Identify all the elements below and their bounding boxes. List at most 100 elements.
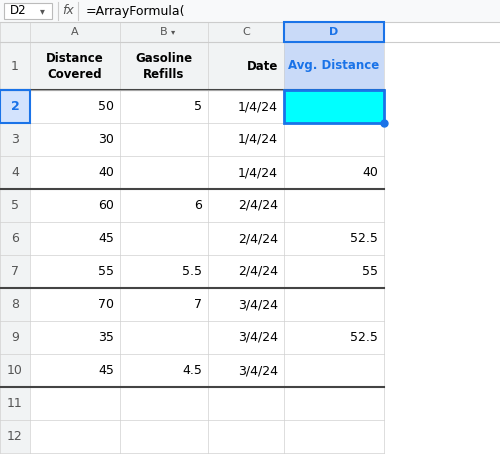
Text: 40: 40 [98, 166, 114, 179]
Bar [0, 22, 30, 42]
Bar [284, 123, 384, 156]
Bar [208, 321, 284, 354]
Bar [30, 42, 120, 90]
Text: 55: 55 [98, 265, 114, 278]
Bar [0, 222, 30, 255]
Text: 1: 1 [11, 60, 19, 73]
Bar [208, 42, 284, 90]
Bar [30, 222, 120, 255]
Text: 35: 35 [98, 331, 114, 344]
Bar [0, 156, 30, 189]
Bar [30, 354, 120, 387]
Bar [120, 354, 208, 387]
Bar [208, 255, 284, 288]
Bar [208, 420, 284, 453]
Bar [30, 90, 120, 123]
Bar [30, 156, 120, 189]
Bar [0, 90, 30, 123]
Bar [208, 90, 284, 123]
Text: D: D [330, 27, 338, 37]
Bar [120, 42, 208, 90]
Bar [0, 354, 30, 387]
Text: 3/4/24: 3/4/24 [238, 364, 278, 377]
Bar [208, 288, 284, 321]
Bar [284, 42, 384, 90]
Text: 9: 9 [11, 331, 19, 344]
Bar [208, 123, 284, 156]
Text: 6: 6 [11, 232, 19, 245]
Text: A: A [71, 27, 79, 37]
Bar [120, 90, 208, 123]
Text: ▾: ▾ [40, 6, 44, 16]
Text: C: C [242, 27, 250, 37]
Text: =ArrayFormula(: =ArrayFormula( [86, 5, 186, 18]
Text: Gasoline
Refills: Gasoline Refills [136, 51, 192, 80]
Bar [120, 189, 208, 222]
Bar [120, 22, 208, 42]
Text: Date: Date [246, 60, 278, 73]
Bar [284, 90, 384, 123]
Bar [284, 90, 384, 123]
Text: 1/4/24: 1/4/24 [238, 166, 278, 179]
Bar [120, 321, 208, 354]
Bar [30, 22, 120, 42]
Text: 40: 40 [362, 166, 378, 179]
Bar [120, 420, 208, 453]
Bar [120, 387, 208, 420]
Text: 7: 7 [11, 265, 19, 278]
Text: 2/4/24: 2/4/24 [238, 265, 278, 278]
Text: B: B [160, 27, 168, 37]
Text: 5.5: 5.5 [182, 265, 202, 278]
Bar [0, 189, 30, 222]
Bar [30, 387, 120, 420]
Text: 45: 45 [98, 364, 114, 377]
Text: 2/4/24: 2/4/24 [238, 199, 278, 212]
Text: 3/4/24: 3/4/24 [238, 298, 278, 311]
Text: 1/4/24: 1/4/24 [238, 133, 278, 146]
Bar [208, 387, 284, 420]
Text: 6: 6 [194, 199, 202, 212]
Bar [284, 321, 384, 354]
Bar [30, 420, 120, 453]
Bar [284, 354, 384, 387]
Bar [284, 420, 384, 453]
Bar [208, 189, 284, 222]
Text: ▾: ▾ [171, 28, 175, 36]
Bar [0, 90, 30, 123]
Bar [120, 156, 208, 189]
Text: 70: 70 [98, 298, 114, 311]
Bar [0, 123, 30, 156]
Bar [284, 22, 384, 42]
Bar [284, 255, 384, 288]
Bar [0, 321, 30, 354]
Text: D2: D2 [10, 5, 26, 18]
Text: Avg. Distance: Avg. Distance [288, 60, 380, 73]
Bar [284, 22, 384, 42]
Text: 5: 5 [194, 100, 202, 113]
Text: 1/4/24: 1/4/24 [238, 100, 278, 113]
Text: 55: 55 [362, 265, 378, 278]
Text: 2/4/24: 2/4/24 [238, 232, 278, 245]
Text: 52.5: 52.5 [350, 331, 378, 344]
Bar [208, 156, 284, 189]
Text: 3: 3 [11, 133, 19, 146]
Text: 8: 8 [11, 298, 19, 311]
Bar [0, 42, 30, 90]
Text: 11: 11 [7, 397, 23, 410]
Text: 50: 50 [98, 100, 114, 113]
Bar [0, 288, 30, 321]
Bar [208, 222, 284, 255]
Bar [30, 288, 120, 321]
Bar [208, 354, 284, 387]
Bar [120, 222, 208, 255]
Bar [284, 288, 384, 321]
Bar [120, 255, 208, 288]
Text: 30: 30 [98, 133, 114, 146]
Bar [0, 387, 30, 420]
Bar [284, 156, 384, 189]
Text: 45: 45 [98, 232, 114, 245]
Bar [30, 255, 120, 288]
Bar [284, 222, 384, 255]
Bar [0, 255, 30, 288]
Text: 7: 7 [194, 298, 202, 311]
